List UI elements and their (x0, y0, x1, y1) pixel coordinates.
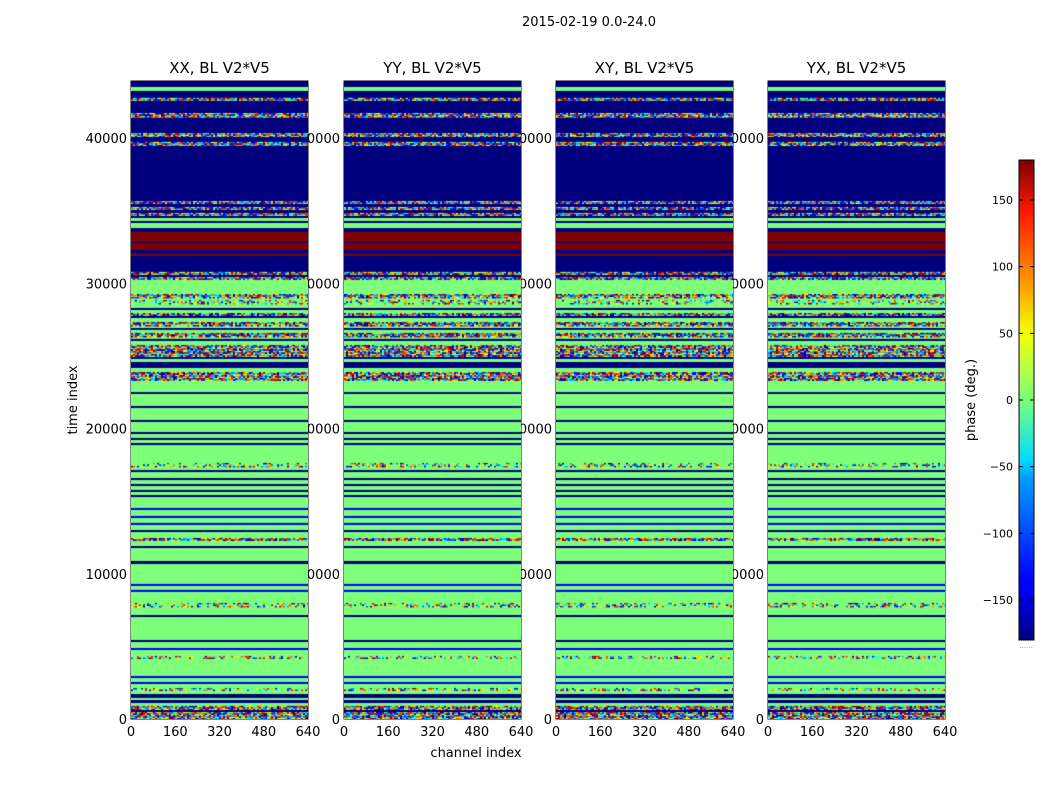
heatmap-yx (768, 81, 945, 719)
colorbar-tick-label: 0 (1006, 394, 1013, 407)
panel-title: YX, BL V2*V5 (806, 59, 907, 77)
y-tick-label: 0 (756, 713, 764, 728)
x-tick-label: 640 (721, 725, 746, 740)
x-tick-label: 160 (800, 725, 825, 740)
heatmap-yy (344, 81, 521, 719)
y-tick-label: 20000 (299, 423, 340, 438)
colorbar-tick-label: 150 (992, 194, 1013, 207)
x-tick-label: 0 (764, 725, 772, 740)
x-tick-label: 320 (420, 725, 445, 740)
y-tick-label: 0 (544, 713, 552, 728)
colorbar: phase (deg.) ...... 150 100 50 0 −50 −100 −150 (964, 159, 1035, 650)
colorbar-tick-label: −50 (990, 461, 1013, 474)
colorbar-footer: ...... (1019, 642, 1032, 650)
x-tick-label: 480 (676, 725, 701, 740)
y-tick-label: 0 (119, 713, 127, 728)
x-tick-label: 320 (207, 725, 232, 740)
y-tick-label: 40000 (86, 132, 127, 147)
panel-title: YY, BL V2*V5 (382, 59, 481, 77)
x-tick-label: 640 (509, 725, 534, 740)
y-tick-label: 0 (332, 713, 340, 728)
y-tick-label: 30000 (299, 277, 340, 292)
y-axis-label: time index (66, 365, 81, 434)
colorbar-tick-label: −150 (983, 594, 1013, 607)
panel-title: XX, BL V2*V5 (169, 59, 270, 77)
colorbar-label: phase (deg.) (964, 359, 979, 441)
x-tick-label: 320 (632, 725, 657, 740)
colorbar-tick-label: 50 (999, 327, 1013, 340)
y-tick-label: 10000 (86, 568, 127, 583)
y-tick-labels: 0 10000 20000 30000 40000 0 10000 20000 30000 400… (86, 132, 764, 728)
x-tick-label: 480 (251, 725, 276, 740)
colorbar-tick-label: −100 (983, 527, 1013, 540)
x-tick-label: 160 (163, 725, 188, 740)
figure-title: 2015-02-19 0.0-24.0 (522, 15, 656, 30)
y-tick-label: 30000 (86, 277, 127, 292)
x-tick-label: 320 (844, 725, 869, 740)
x-tick-label: 640 (296, 725, 321, 740)
y-tick-label: 40000 (299, 132, 340, 147)
y-tick-label: 10000 (299, 568, 340, 583)
heatmap-xx (131, 81, 308, 719)
heatmap-xy (556, 81, 733, 719)
x-tick-label: 0 (340, 725, 348, 740)
x-tick-label: 480 (888, 725, 913, 740)
x-tick-label: 0 (552, 725, 560, 740)
x-tick-label: 160 (588, 725, 613, 740)
x-tick-label: 160 (376, 725, 401, 740)
x-tick-label: 640 (933, 725, 958, 740)
x-tick-label: 0 (127, 725, 135, 740)
colorbar-tick-label: 100 (992, 261, 1013, 274)
panel-title: XY, BL V2*V5 (595, 59, 695, 77)
y-tick-label: 20000 (86, 423, 127, 438)
x-axis-label: channel index (430, 746, 521, 761)
x-tick-label: 480 (464, 725, 489, 740)
